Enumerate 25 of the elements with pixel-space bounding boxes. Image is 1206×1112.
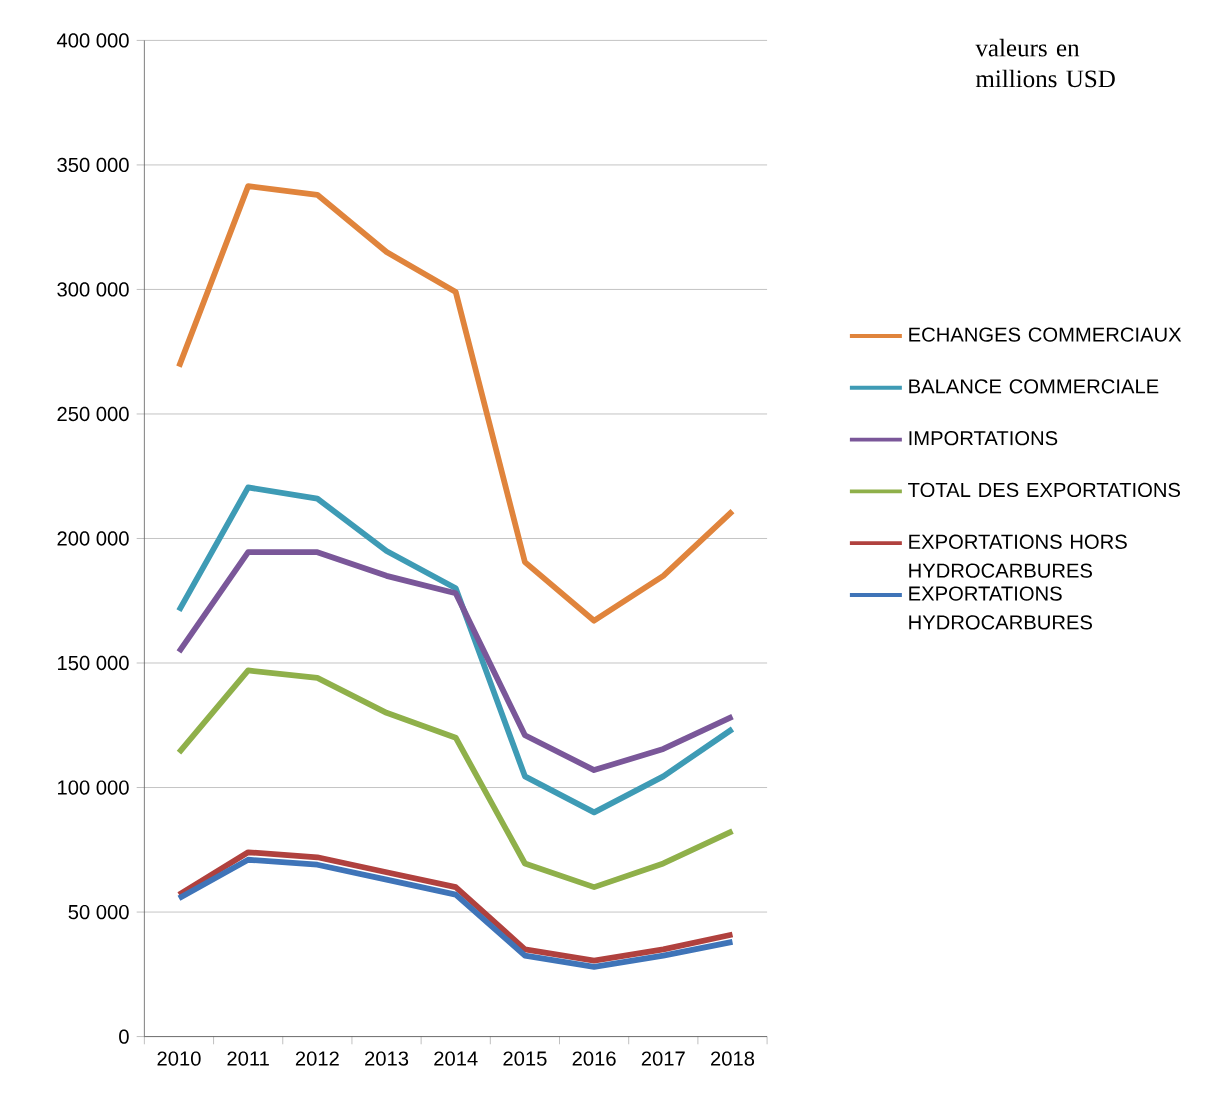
- y-tick-label: 50 000: [68, 905, 129, 920]
- x-tick-label: 2014: [434, 1051, 478, 1066]
- x-tick-label: 2016: [572, 1051, 616, 1066]
- legend-label: ECHANGES COMMERCIAUX: [909, 327, 1182, 342]
- x-tick-label: 2017: [641, 1051, 685, 1066]
- y-tick-label: 400 000: [56, 33, 129, 48]
- x-tick-label: 2011: [227, 1051, 269, 1066]
- x-tick-label: 2013: [365, 1051, 409, 1066]
- y-tick-label: 200 000: [57, 531, 129, 546]
- x-tick-label: 2012: [295, 1051, 339, 1066]
- y-tick-label: 350 000: [57, 157, 129, 173]
- y-tick-label: 150 000: [58, 656, 129, 671]
- x-tick-label: 2015: [503, 1051, 547, 1066]
- x-tick-label: 2018: [711, 1051, 755, 1066]
- y-tick-label: 300 000: [57, 282, 129, 297]
- legend-label: IMPORTATIONS: [909, 431, 1058, 446]
- y-tick-label: 250 000: [57, 407, 129, 422]
- legend-label: BALANCE COMMERCIALE: [909, 379, 1159, 394]
- legend-label: TOTAL DES EXPORTATIONS: [908, 482, 1181, 498]
- y-tick-label: 0: [119, 1029, 129, 1044]
- text: valeurs en millions USD: [975, 39, 1115, 88]
- x-tick-label: 2010: [157, 1051, 201, 1066]
- y-tick-label: 100 000: [58, 780, 129, 795]
- legend-label: EXPORTATIONS HYDROCARBURES: [909, 586, 1092, 630]
- legend-label: EXPORTATIONS HORS HYDROCARBURES: [909, 534, 1127, 578]
